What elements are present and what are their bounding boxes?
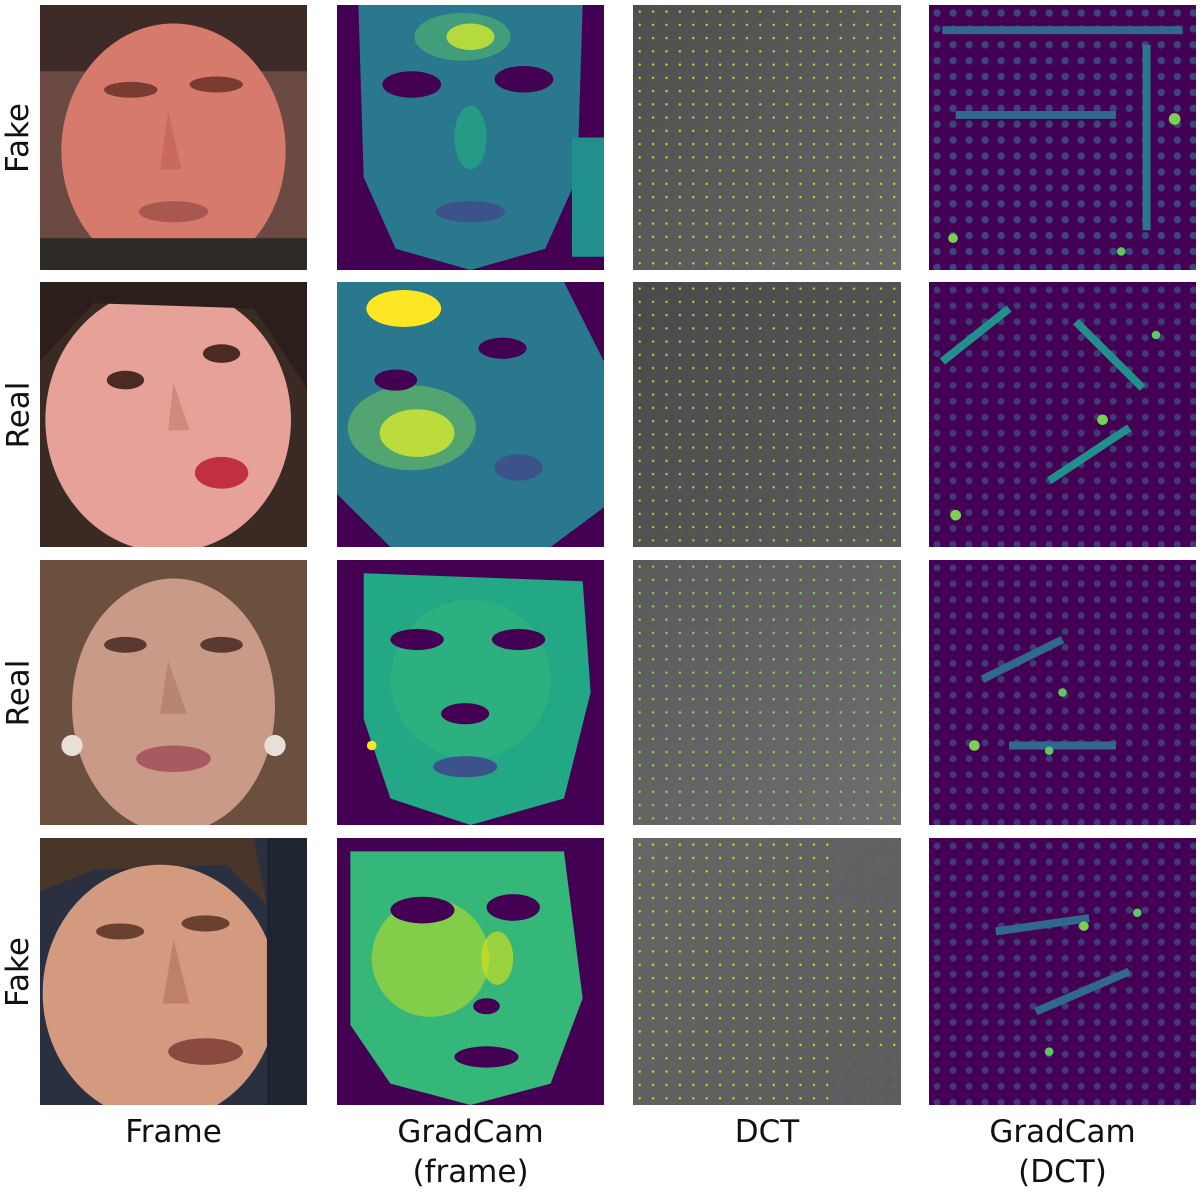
column-label-frame: Frame [125,1114,222,1150]
column-label-dct: DCT [734,1114,800,1150]
frame-image-row-1 [40,5,307,270]
gradcam-frame-row-4 [337,838,604,1105]
frame-image-row-3 [40,560,307,825]
gradcam-dct-row-2 [929,282,1196,547]
frame-image-row-4 [40,838,307,1105]
row-label-1: Fake [0,102,36,173]
column-label-gradcam-dct: GradCam (DCT) [989,1114,1136,1190]
gradcam-dct-row-4 [929,838,1196,1105]
dct-image-row-1 [633,5,901,270]
gradcam-frame-row-1 [337,5,604,270]
frame-image-row-2 [40,282,307,547]
gradcam-frame-row-2 [337,282,604,547]
column-label-gradcam-frame: GradCam (frame) [397,1114,544,1190]
gradcam-dct-row-3 [929,560,1196,825]
dct-image-row-4 [633,838,901,1105]
gradcam-frame-row-3 [337,560,604,825]
dct-image-row-2 [633,282,901,547]
row-label-4: Fake [0,936,36,1007]
dct-image-row-3 [633,560,901,825]
gradcam-dct-row-1 [929,5,1196,270]
row-label-3: Real [0,659,36,726]
row-label-2: Real [0,381,36,448]
